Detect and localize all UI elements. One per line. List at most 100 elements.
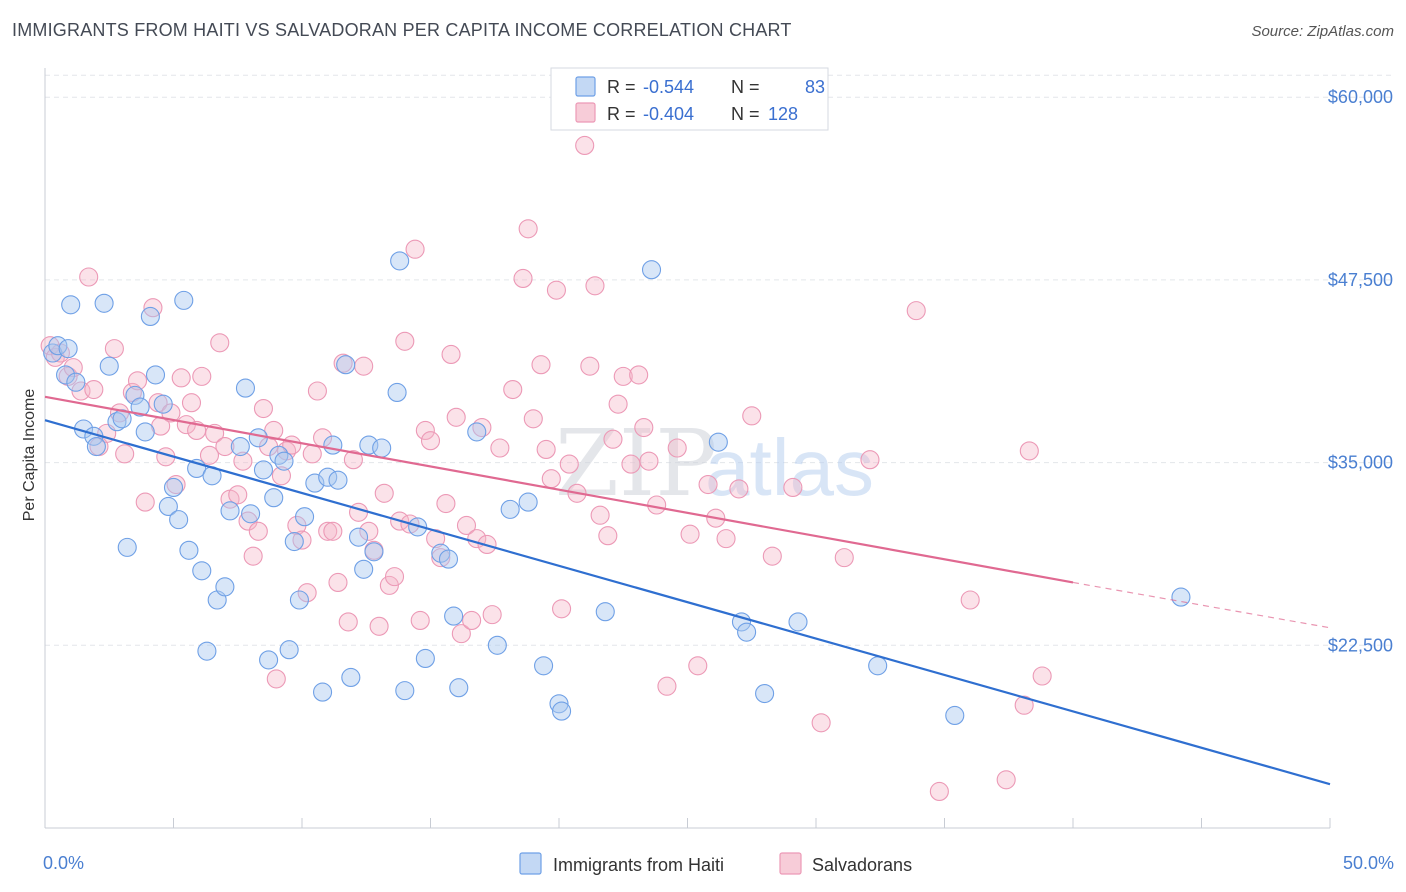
watermark: ZIP atlas (555, 410, 874, 517)
salvadoran-point-62 (379, 575, 399, 595)
salvadoran-point-56 (348, 502, 369, 522)
legend-box (550, 67, 829, 131)
haiti-point-55 (364, 542, 384, 562)
salvadoran-point-103 (621, 454, 641, 474)
salvadoran-point-90 (541, 469, 561, 489)
salvadoran-point-97 (585, 276, 605, 296)
bottom-legend-swatch-haiti (519, 852, 542, 875)
haiti-point-57 (387, 382, 407, 403)
y-tick-label-0: $22,500 (1328, 635, 1393, 655)
legend-n-value-haiti: 83 (805, 77, 825, 97)
haiti-point-5 (66, 372, 86, 392)
haiti-point-24 (179, 540, 199, 560)
salvadoran-point-124 (960, 590, 980, 610)
y-axis-label: Per Capita Income (21, 389, 38, 522)
salvadoran-point-58 (359, 521, 379, 541)
salvadoran-point-35 (243, 546, 263, 566)
salvadoran-point-21 (166, 474, 186, 495)
y-tick-label-1: $35,000 (1328, 453, 1393, 473)
salvadoran-point-30 (215, 436, 235, 457)
haiti-point-52 (348, 527, 369, 547)
haiti-point-22 (169, 510, 189, 530)
haiti-point-71 (549, 694, 569, 714)
haiti-point-43 (289, 590, 309, 610)
salvadoran-point-92 (552, 599, 572, 619)
salvadoran-point-87 (523, 409, 543, 429)
salvadoran-point-77 (456, 515, 477, 536)
haiti-point-75 (708, 432, 728, 452)
salvadoran-point-110 (680, 524, 700, 544)
salvadoran-point-111 (688, 656, 708, 676)
salvadoran-point-89 (536, 439, 556, 460)
haiti-point-35 (248, 428, 268, 448)
series-legend: Immigrants from Haiti Salvadorans (519, 852, 912, 875)
salvadoran-point-51 (323, 521, 343, 541)
watermark-zip: ZIP (555, 410, 717, 517)
salvadoran-point-118 (783, 477, 803, 498)
salvadoran-point-86 (518, 219, 538, 239)
haiti-point-21 (163, 477, 184, 498)
haiti-point-77 (737, 622, 757, 642)
haiti-point-16 (135, 422, 155, 442)
salvadoran-point-14 (127, 371, 148, 391)
salvadoran-point-63 (384, 567, 405, 587)
haiti-point-34 (241, 504, 261, 524)
haiti-point-36 (253, 460, 274, 480)
haiti-point-10 (99, 356, 119, 376)
haiti-point-4 (58, 339, 78, 359)
legend-r-label-salvadorans: R = (607, 104, 636, 124)
salvadoran-point-61 (374, 483, 394, 503)
haiti-point-50 (336, 355, 356, 375)
salvadoran-point-104 (629, 365, 649, 385)
axes (44, 68, 1331, 829)
salvadoran-point-106 (639, 451, 659, 471)
haiti-point-80 (868, 656, 888, 676)
salvadoran-point-40 (266, 669, 286, 689)
salvadoran-point-105 (634, 417, 654, 438)
haiti-point-30 (215, 577, 235, 597)
haiti-point-81 (945, 705, 965, 726)
haiti-point-27 (197, 641, 217, 661)
salvadoran-point-108 (657, 676, 677, 696)
salvadoran-point-7 (84, 379, 104, 400)
haiti-point-69 (518, 492, 538, 512)
haiti-point-70 (534, 656, 554, 676)
haiti-point-41 (279, 640, 299, 660)
salvadoran-point-52 (328, 572, 348, 593)
salvadoran-point-114 (716, 529, 736, 549)
salvadoran-point-22 (171, 368, 191, 388)
haiti-point-40 (274, 451, 294, 471)
salvadoran-point-15 (135, 492, 155, 512)
salvadoran-point-72 (431, 548, 451, 568)
haiti-point-79 (788, 612, 808, 632)
x-tick-label-1: 50.0% (1343, 853, 1394, 873)
legend-r-label-haiti: R = (607, 77, 636, 97)
salvadoran-point-12 (115, 444, 135, 464)
haiti-point-65 (449, 678, 469, 698)
salvadoran-point-100 (603, 429, 623, 449)
salvadoran-point-109 (667, 438, 687, 458)
y-tick-labels: $22,500 $35,000 $47,500 $60,000 (1328, 87, 1393, 655)
haiti-point-13 (117, 537, 137, 557)
salvadoran-point-115 (729, 479, 749, 499)
haiti-point-3 (61, 295, 81, 315)
salvadoran-point-67 (405, 239, 425, 259)
salvadoran-point-91 (546, 280, 566, 300)
haiti-point-37 (259, 650, 279, 670)
salvadoran-point-26 (192, 366, 212, 386)
salvadoran-point-102 (613, 366, 633, 386)
x-tick-label-0: 0.0% (43, 853, 84, 873)
salvadoran-point-93 (559, 454, 579, 474)
salvadoran-point-47 (302, 444, 322, 464)
haiti-point-44 (295, 507, 315, 527)
salvadoran-point-45 (292, 530, 312, 550)
haiti-point-14 (125, 385, 145, 405)
haiti-point-49 (328, 470, 348, 490)
bottom-legend-swatch-salvadorans (779, 852, 802, 875)
salvadoran-point-32 (228, 485, 248, 505)
haiti-point-73 (595, 602, 615, 622)
legend-n-value-salvadorans: 128 (768, 104, 798, 124)
legend-n-label-salvadorans: N = (731, 104, 760, 124)
salvadoran-point-65 (395, 331, 415, 351)
